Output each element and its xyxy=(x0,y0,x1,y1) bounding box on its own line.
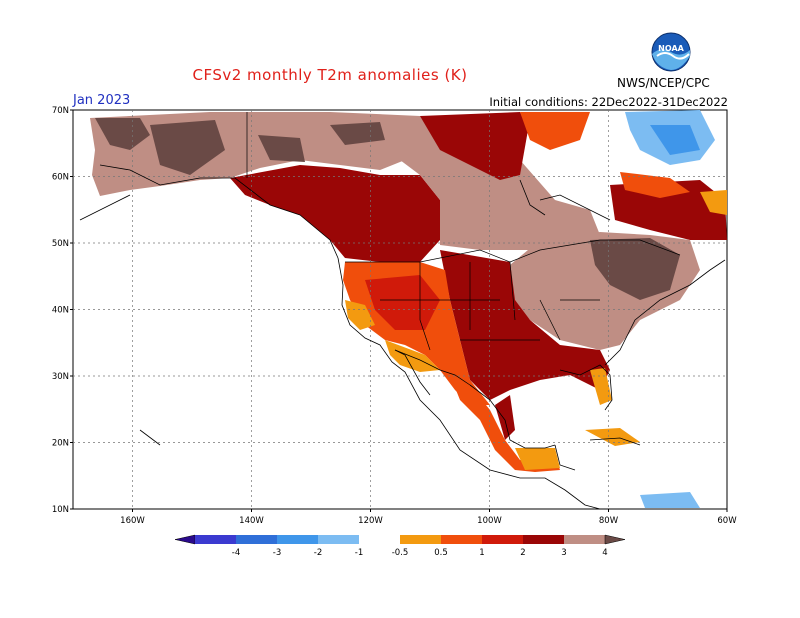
borders xyxy=(246,112,681,386)
lon-tick-label: 60W xyxy=(717,516,737,526)
colorbar-swatch xyxy=(523,535,564,544)
colorbar-swatch xyxy=(400,535,441,544)
lon-tick-label: 120W xyxy=(358,516,383,526)
logo-text: NOAA xyxy=(658,44,684,53)
lat-tick-label: 10N xyxy=(52,505,69,515)
lat-tick-label: 20N xyxy=(52,439,69,449)
graticule xyxy=(73,110,727,509)
anomaly-fields xyxy=(90,110,727,508)
lat-tick-label: 40N xyxy=(52,306,69,316)
forecast-month: Jan 2023 xyxy=(73,93,131,108)
colorbar-label: 4 xyxy=(602,548,607,558)
map-title: CFSv2 monthly T2m anomalies (K) xyxy=(192,66,468,84)
colorbar-label: -3 xyxy=(273,548,281,558)
colorbar-label: -0.5 xyxy=(392,548,409,558)
colorbar-label: 3 xyxy=(561,548,566,558)
colorbar-swatch xyxy=(195,535,236,544)
agency-label: NWS/NCEP/CPC xyxy=(617,76,710,90)
colorbar-label: 0.5 xyxy=(434,548,448,558)
coastlines xyxy=(79,164,726,510)
lat-tick-label: 70N xyxy=(52,106,69,116)
lat-tick-label: 50N xyxy=(52,239,69,249)
colorbar: -4 -3 -2 -1 -0.5 0.5 1 2 3 4 xyxy=(174,534,626,558)
colorbar-label: -4 xyxy=(232,548,240,558)
colorbar-swatch xyxy=(564,535,605,544)
colorbar-swatch xyxy=(318,535,359,544)
colorbar-swatch xyxy=(441,535,482,544)
axis-labels: 70N 60N 50N 40N 30N 20N 10N 160W 140W 120W 100W 80W… xyxy=(52,106,737,526)
noaa-logo-icon: NOAA xyxy=(651,32,691,72)
initial-conditions: Initial conditions: 22Dec2022-31Dec2022 xyxy=(489,95,728,109)
colorbar-min-arrow xyxy=(174,534,196,545)
lon-tick-label: 160W xyxy=(120,516,145,526)
lon-tick-label: 140W xyxy=(239,516,264,526)
lon-tick-label: 80W xyxy=(599,516,619,526)
colorbar-max-arrow xyxy=(604,534,626,545)
lat-tick-label: 30N xyxy=(52,372,69,382)
colorbar-label: -2 xyxy=(314,548,322,558)
colorbar-swatch xyxy=(482,535,523,544)
colorbar-label: 2 xyxy=(520,548,525,558)
colorbar-swatch xyxy=(236,535,277,544)
lon-tick-label: 100W xyxy=(477,516,502,526)
colorbar-label: -1 xyxy=(355,548,363,558)
colorbar-swatch xyxy=(359,535,400,544)
colorbar-label: 1 xyxy=(479,548,484,558)
colorbar-swatch xyxy=(277,535,318,544)
lat-tick-label: 60N xyxy=(52,173,69,183)
